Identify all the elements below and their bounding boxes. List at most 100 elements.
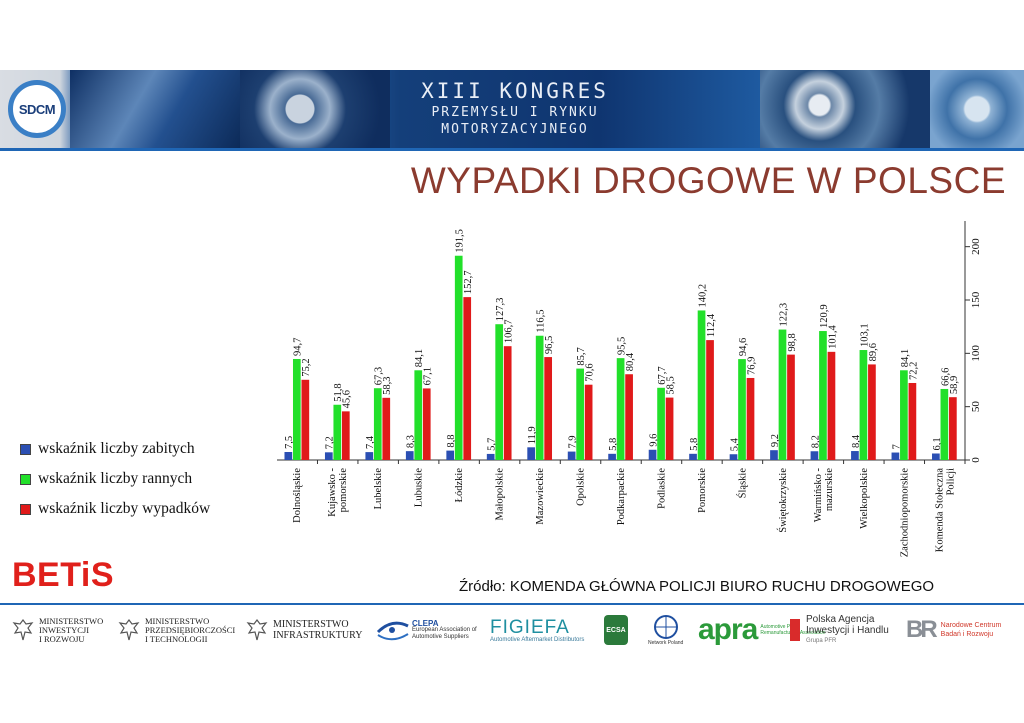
apra-sub-1: Automotive Parts: [760, 624, 799, 630]
bar-injured: [616, 358, 625, 460]
category-label: Podlaskie: [656, 468, 667, 509]
logo-clepa: CLEPA European Association of Automotive…: [374, 608, 477, 652]
bar-accidents: [908, 382, 917, 460]
bar-injured: [373, 388, 382, 460]
bar-injured: [859, 350, 868, 460]
bar-killed: [932, 453, 940, 460]
eagle-emblem-icon: [118, 619, 140, 641]
legend-item-killed: wskaźnik liczby zabitych: [20, 434, 210, 464]
engine-photo-far-right: [930, 70, 1024, 148]
data-label: 127,3: [495, 298, 506, 322]
data-label: 58,5: [665, 376, 676, 394]
data-label: 58,3: [382, 376, 393, 394]
bar-injured: [414, 370, 423, 460]
congress-line-1: XIII KONGRES: [421, 79, 609, 103]
m3-line2: INFRASTRUKTURY: [273, 630, 363, 641]
bar-injured: [900, 370, 908, 460]
category-label: Lubuskie: [414, 468, 425, 507]
category-label: Świętokrzyskie: [777, 468, 789, 533]
bar-killed: [608, 453, 616, 460]
category-label: Policji: [945, 468, 956, 496]
category-label: pomorskie: [338, 468, 349, 513]
legend-swatch-killed: [20, 443, 31, 455]
header-banner: [0, 70, 1024, 148]
bar-accidents: [868, 364, 876, 460]
apra-name: apra: [698, 613, 758, 646]
data-label: 106,7: [504, 320, 515, 344]
bar-injured: [778, 329, 787, 460]
accident-rates-chart: 0 50 100 150 200 7,5 94,7 75,2 Dolnośląskie 7,2 51…: [277, 221, 982, 557]
category-label: Komenda Stołeczna: [934, 468, 945, 553]
m1-line3: I ROZWOJU: [39, 633, 85, 644]
logo-ncbr: BR Narodowe Centrum Badań i Rozwoju: [906, 608, 1001, 652]
data-label: 9,2: [770, 434, 781, 447]
bar-killed: [810, 451, 819, 460]
engine-photo-right: [760, 70, 930, 148]
data-label: 7,4: [365, 435, 376, 449]
clepa-sub-2: Automotive Suppliers: [412, 633, 469, 640]
data-label: 89,6: [868, 343, 879, 361]
bar-accidents: [301, 379, 310, 460]
bar-killed: [365, 452, 374, 460]
category-label: mazurskie: [824, 468, 835, 511]
bar-injured: [454, 255, 463, 460]
y-tick-label: 200: [970, 238, 982, 255]
congress-line-3: MOTORYZACYJNEGO: [441, 122, 589, 137]
data-label: 94,7: [293, 338, 304, 356]
bar-killed: [770, 450, 778, 460]
bar-accidents: [503, 346, 512, 460]
bar-injured: [940, 388, 949, 460]
bar-accidents: [827, 351, 836, 460]
category-label: Kujawsko -: [327, 467, 338, 516]
y-tick-label: 0: [970, 457, 982, 463]
data-label: 8,2: [810, 435, 821, 448]
ncbr-line2: Badań i Rozwoju: [940, 631, 994, 638]
logo-ministry-enterprise: MINISTERSTWO PRZEDSIĘBIORCZOŚCI I TECHNO…: [118, 608, 235, 652]
bar-injured: [333, 404, 342, 460]
bar-killed: [689, 453, 697, 460]
data-label: 112,4: [706, 313, 717, 337]
data-label: 96,5: [544, 336, 555, 354]
data-label: 45,6: [342, 390, 353, 408]
data-label: 8,8: [446, 434, 457, 447]
category-label: Dolnośląskie: [292, 468, 303, 523]
data-label: 7,2: [325, 436, 336, 449]
bar-killed: [851, 451, 859, 460]
data-label: 7: [891, 444, 902, 449]
data-label: 116,5: [536, 309, 547, 332]
legend-label-killed: wskaźnik liczby zabitych: [38, 440, 195, 457]
congress-title: XIII KONGRES PRZEMYSŁU I RYNKU MOTORYZAC…: [400, 78, 630, 138]
paih-line1: Polska Agencja: [806, 613, 875, 625]
data-label: 70,6: [585, 363, 596, 381]
ncbr-mark-icon: BR: [906, 616, 938, 643]
data-label: 51,8: [333, 383, 344, 401]
sdcm-logo-text: SDCM: [18, 101, 56, 117]
m2-line3: I TECHNOLOGII: [145, 633, 208, 644]
source-note: Źródło: KOMENDA GŁÓWNA POLICJI BIURO RUC…: [459, 578, 935, 595]
logo-global-compact: Network Poland: [648, 608, 683, 652]
figiefa-name: FIGIEFA: [490, 616, 570, 638]
data-label: 67,7: [657, 366, 668, 384]
sdcm-logo: SDCM: [8, 80, 66, 138]
figiefa-sub: Automotive Aftermarket Distributors: [490, 636, 585, 643]
bar-killed: [486, 453, 495, 460]
category-label: Podkarpackie: [616, 468, 627, 525]
bar-killed: [648, 449, 657, 460]
category-label: Opolskie: [576, 468, 587, 506]
data-label: 140,2: [697, 284, 708, 308]
data-label: 67,3: [374, 367, 385, 385]
bar-accidents: [665, 397, 674, 460]
legend-label-injured: wskaźnik liczby rannych: [38, 470, 193, 487]
data-label: 191,5: [455, 229, 466, 253]
m2-line2: PRZEDSIĘBIORCZOŚCI: [145, 624, 236, 635]
data-label: 72,2: [908, 362, 919, 380]
clepa-sub-1: European Association of: [412, 626, 477, 633]
data-label: 98,8: [787, 333, 798, 351]
data-label: 80,4: [625, 352, 636, 371]
m2-line1: MINISTERSTWO: [145, 615, 210, 626]
data-label: 94,6: [738, 338, 749, 356]
bar-injured: [292, 358, 301, 460]
eagle-emblem-icon: [12, 619, 34, 641]
bar-killed: [729, 454, 738, 460]
bar-accidents: [625, 374, 633, 460]
